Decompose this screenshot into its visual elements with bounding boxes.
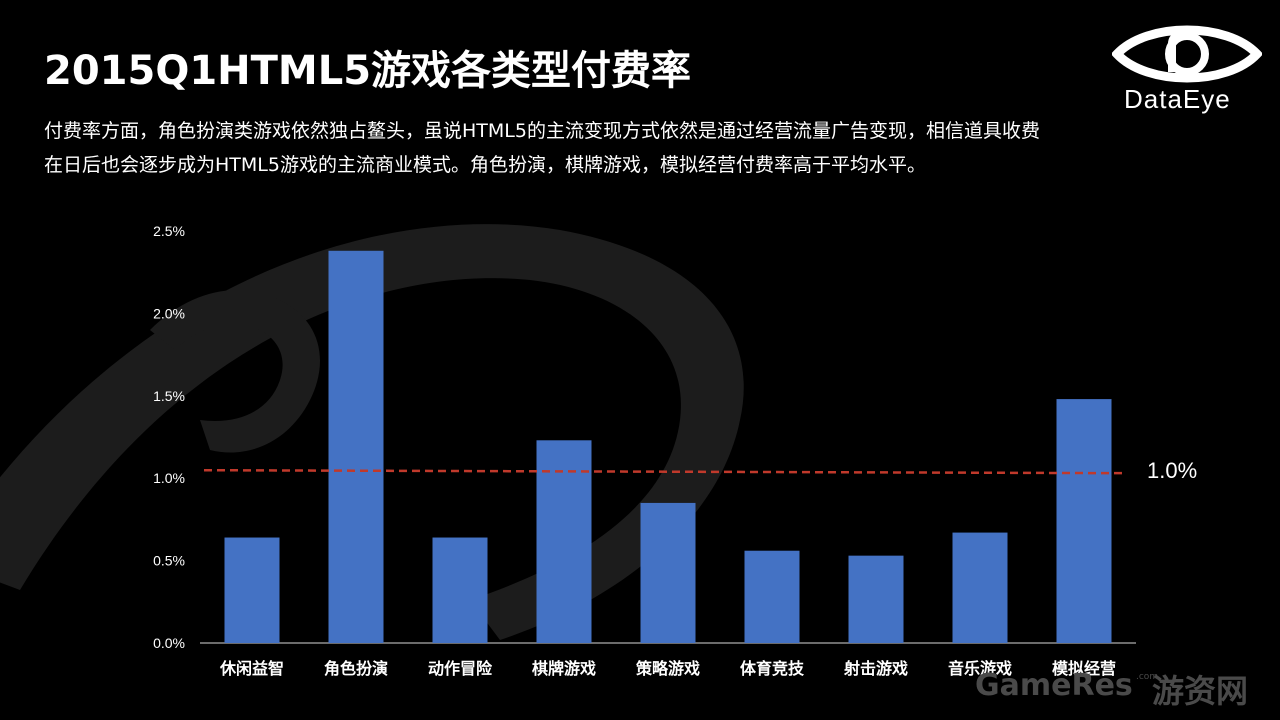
bar bbox=[328, 250, 384, 643]
x-tick-label: 角色扮演 bbox=[324, 659, 388, 678]
bar bbox=[952, 532, 1008, 643]
bar bbox=[848, 555, 904, 643]
x-tick-label: 策略游戏 bbox=[635, 659, 700, 678]
watermark-cn: 游资网 bbox=[1152, 672, 1249, 710]
x-tick-label: 体育竞技 bbox=[740, 659, 805, 678]
average-line bbox=[203, 468, 1127, 475]
x-tick-label: 射击游戏 bbox=[843, 659, 908, 678]
y-tick-label: 1.0% bbox=[153, 470, 185, 486]
y-tick-label: 2.5% bbox=[153, 223, 185, 239]
bar bbox=[224, 537, 280, 643]
description-text: 付费率方面，角色扮演类游戏依然独占鳌头，虽说HTML5的主流变现方式依然是通过经… bbox=[44, 120, 1040, 176]
x-tick-label: 音乐游戏 bbox=[948, 659, 1012, 678]
watermark-brand: GameRes bbox=[975, 668, 1133, 703]
y-tick-label: 0.5% bbox=[153, 553, 185, 569]
y-tick-label: 0.0% bbox=[153, 635, 185, 651]
bar bbox=[432, 537, 488, 643]
watermark-suffix: .com bbox=[1136, 672, 1159, 682]
page-title: 2015Q1HTML5游戏各类型付费率 bbox=[44, 48, 692, 94]
y-tick-label: 1.5% bbox=[153, 388, 185, 404]
average-line-label: 1.0% bbox=[1147, 458, 1198, 483]
eye-logo-icon bbox=[1112, 25, 1262, 83]
y-tick-label: 2.0% bbox=[153, 305, 185, 321]
logo-text: DataEye bbox=[1124, 84, 1231, 114]
x-tick-label: 动作冒险 bbox=[428, 659, 493, 678]
bar bbox=[1056, 399, 1112, 643]
bar bbox=[744, 550, 800, 643]
x-tick-label: 棋牌游戏 bbox=[532, 659, 596, 678]
bar bbox=[640, 502, 696, 643]
x-tick-label: 休闲益智 bbox=[219, 659, 284, 678]
bar bbox=[536, 440, 592, 643]
x-tick-label: 模拟经营 bbox=[1052, 659, 1116, 678]
